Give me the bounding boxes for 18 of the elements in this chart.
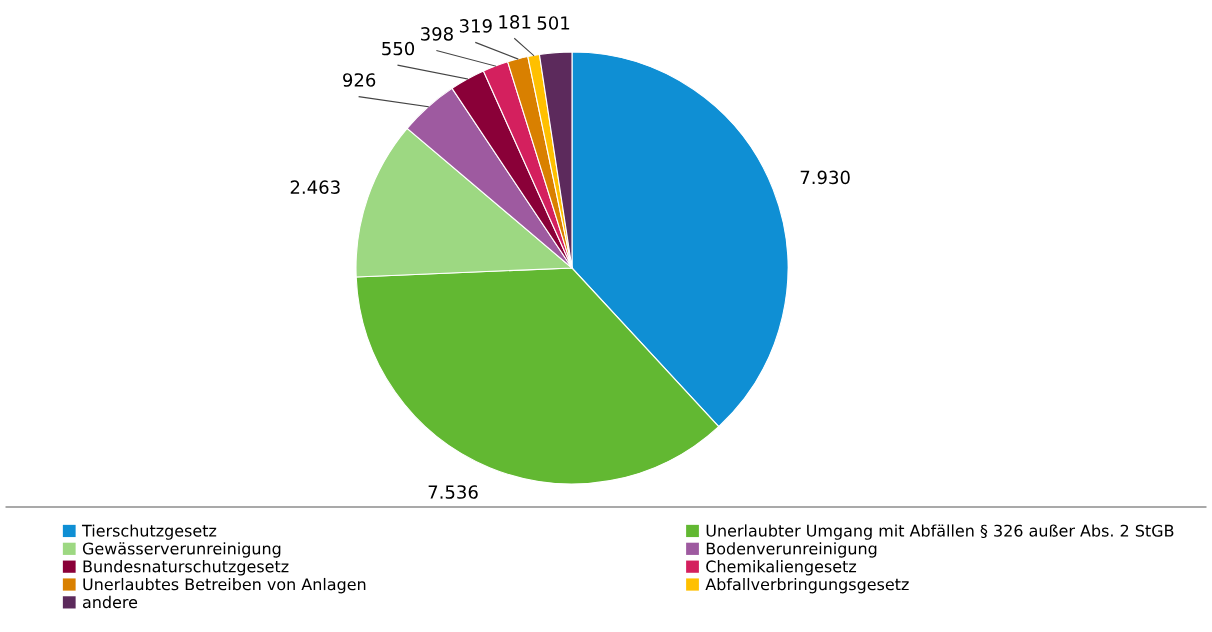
data-label: 181 (499, 15, 531, 29)
legend-label: Unerlaubter Umgang mit Abfällen § 326 außer Abs. 2 StGB (706, 524, 1174, 540)
legend-label: Chemikaliengesetz (706, 560, 857, 576)
legend-label: andere (82, 595, 138, 609)
data-label: 926 (343, 73, 376, 87)
data-label: 501 (537, 16, 570, 30)
data-label: 7.930 (800, 170, 850, 185)
legend-label: Gewässerverunreinigung (82, 542, 281, 558)
data-label: 550 (382, 41, 415, 56)
legend-label: Unerlaubtes Betreiben von Anlagen (83, 577, 366, 594)
legend-label: Bodenverunreinigung (706, 542, 877, 558)
legend-label: Bundesnaturschutzgesetz (83, 560, 289, 576)
legend-label: Abfallverbringungsgesetz (705, 577, 909, 594)
data-label: 7.536 (428, 485, 478, 499)
data-label: 319 (459, 19, 492, 33)
data-label: 2.463 (290, 180, 340, 195)
data-label: 398 (421, 27, 453, 41)
legend-label: Tierschutzgesetz (81, 524, 217, 540)
